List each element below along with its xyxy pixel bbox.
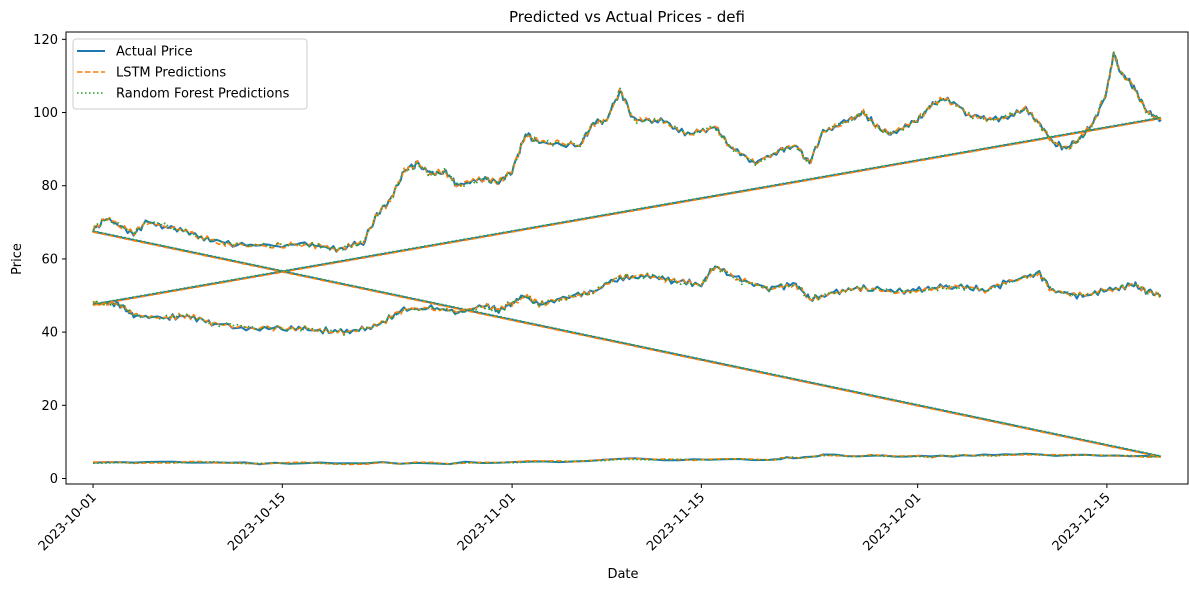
- track-high-line: [92, 50, 1162, 252]
- series-lstm-predictions: [92, 51, 1162, 466]
- segment-falling-line: [92, 230, 1162, 457]
- plot-frame: [65, 31, 1189, 485]
- y-tick-label: 120: [33, 33, 58, 48]
- x-tick-label: 2023-12-15: [1050, 490, 1114, 554]
- x-tick-label: 2023-11-01: [455, 490, 519, 554]
- track-low-line: [92, 452, 1161, 465]
- legend-label: LSTM Predictions: [116, 66, 226, 81]
- legend-box: [72, 38, 308, 110]
- chart-title: Predicted vs Actual Prices - defi: [509, 8, 745, 26]
- y-tick-label: 80: [41, 179, 58, 194]
- plot-area: [92, 50, 1162, 466]
- legend: Actual Price LSTM Predictions Random Fores…: [72, 38, 308, 110]
- series-actual-price: [92, 51, 1162, 466]
- y-axis: 0 20 40 60 80 100 120: [33, 33, 66, 487]
- series-random-forest-predictions: [92, 50, 1162, 465]
- segment-rising-line: [92, 117, 1162, 307]
- y-tick-label: 60: [41, 252, 58, 267]
- y-tick-label: 40: [41, 326, 58, 341]
- y-tick-label: 20: [41, 399, 58, 414]
- x-axis: 2023-10-01 2023-10-15 2023-11-01 2023-11-15…: [36, 484, 1114, 554]
- y-tick-label: 100: [33, 106, 58, 121]
- x-axis-title: Date: [607, 567, 638, 582]
- y-axis-title: Price: [10, 243, 25, 275]
- segment-rising-line: [92, 116, 1162, 305]
- legend-label: Actual Price: [116, 45, 193, 60]
- x-tick-label: 2023-10-15: [225, 490, 289, 554]
- x-tick-label: 2023-12-01: [860, 490, 924, 554]
- x-tick-label: 2023-10-01: [36, 490, 100, 554]
- y-tick-label: 0: [50, 472, 58, 487]
- track-mid-line: [92, 264, 1162, 336]
- legend-label: Random Forest Predictions: [116, 87, 290, 102]
- x-tick-label: 2023-11-15: [644, 490, 708, 554]
- segment-falling-line: [92, 231, 1162, 458]
